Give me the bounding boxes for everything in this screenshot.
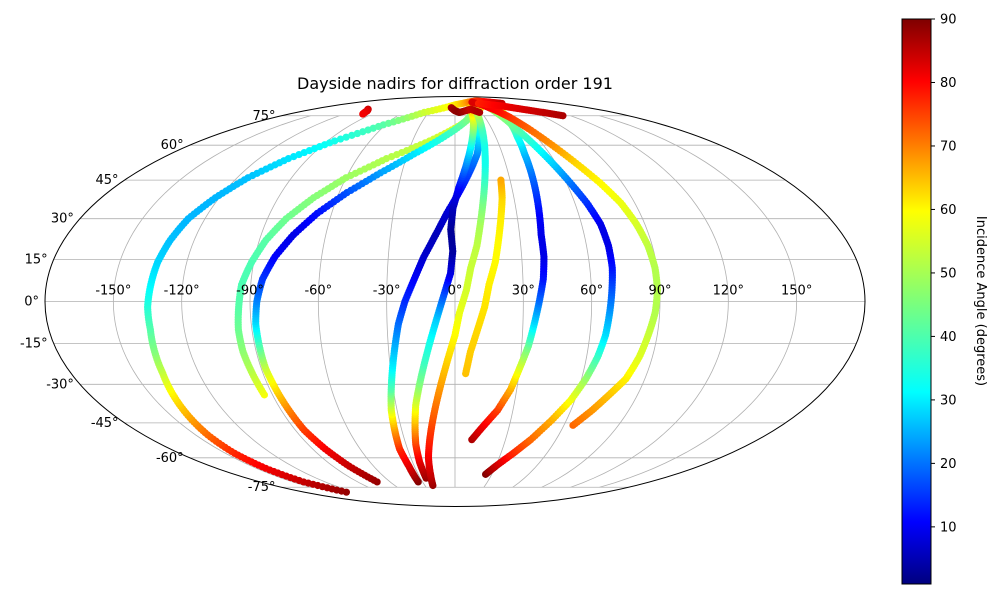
lon-tick-label: -60°	[304, 284, 332, 299]
lat-tick-label: -45°	[91, 416, 119, 431]
longitude-tick-labels: -150° -120° -90° -60° -30° 0° 30° 60° 90° 120° 150…	[95, 284, 812, 299]
colorbar-tick-label: 80	[940, 76, 957, 91]
data-point	[476, 108, 484, 116]
lat-tick-label: 30°	[51, 212, 74, 227]
colorbar-tick-label: 70	[940, 139, 957, 154]
lat-tick-label: 60°	[161, 138, 184, 153]
lat-tick-label: -75°	[248, 480, 276, 495]
map-boundary	[44, 96, 866, 507]
colorbar-tick-label: 30	[940, 393, 957, 408]
lat-tick-label: 15°	[25, 253, 48, 268]
lat-tick-label: 75°	[252, 109, 275, 124]
colorbar-tick-label: 90	[940, 13, 957, 28]
lat-tick-label: -15°	[20, 336, 48, 351]
data-point	[559, 112, 567, 120]
lon-tick-label: -150°	[95, 284, 131, 299]
chart-title: Dayside nadirs for diffraction order 191	[297, 74, 613, 93]
data-point	[348, 131, 356, 139]
colorbar-label: Incidence Angle (degrees)	[973, 216, 988, 386]
scatter-points	[144, 97, 662, 496]
lon-tick-label: 30°	[512, 284, 535, 299]
lon-tick-label: 120°	[713, 284, 744, 299]
colorbar-tick-label: 10	[940, 520, 957, 535]
colorbar-ticks: 10 20 30 40 50 60 70 80 90	[931, 13, 957, 535]
lat-tick-label: -60°	[156, 451, 184, 466]
graticule-grid	[45, 115, 865, 488]
colorbar-tick-label: 50	[940, 266, 957, 281]
data-point	[497, 176, 505, 184]
latitude-tick-labels: -75° -60° -45° -30° -15° 0° 15° 30° 45° 60° 75°	[20, 109, 276, 495]
data-point	[342, 133, 350, 141]
data-point	[336, 135, 345, 143]
lon-tick-label: 90°	[648, 284, 671, 299]
lat-tick-label: -30°	[46, 377, 74, 392]
colorbar-tick-label: 60	[940, 203, 957, 218]
colorbar-tick-label: 20	[940, 457, 957, 472]
colorbar: 10 20 30 40 50 60 70 80 90 Incidence Angle (degr…	[901, 13, 988, 585]
lon-tick-label: -120°	[164, 284, 200, 299]
colorbar-gradient	[901, 18, 932, 585]
lon-tick-label: -90°	[236, 284, 264, 299]
lon-tick-label: 60°	[580, 284, 603, 299]
data-point	[353, 129, 361, 138]
data-point	[468, 98, 476, 106]
lon-tick-label: 0°	[448, 284, 463, 299]
data-point	[331, 137, 339, 145]
lat-tick-label: 45°	[96, 173, 119, 188]
lat-tick-label: 0°	[24, 295, 39, 310]
data-point	[359, 110, 367, 118]
lon-tick-label: 150°	[781, 284, 812, 299]
lon-tick-label: -30°	[373, 284, 401, 299]
colorbar-tick-label: 40	[940, 330, 957, 345]
